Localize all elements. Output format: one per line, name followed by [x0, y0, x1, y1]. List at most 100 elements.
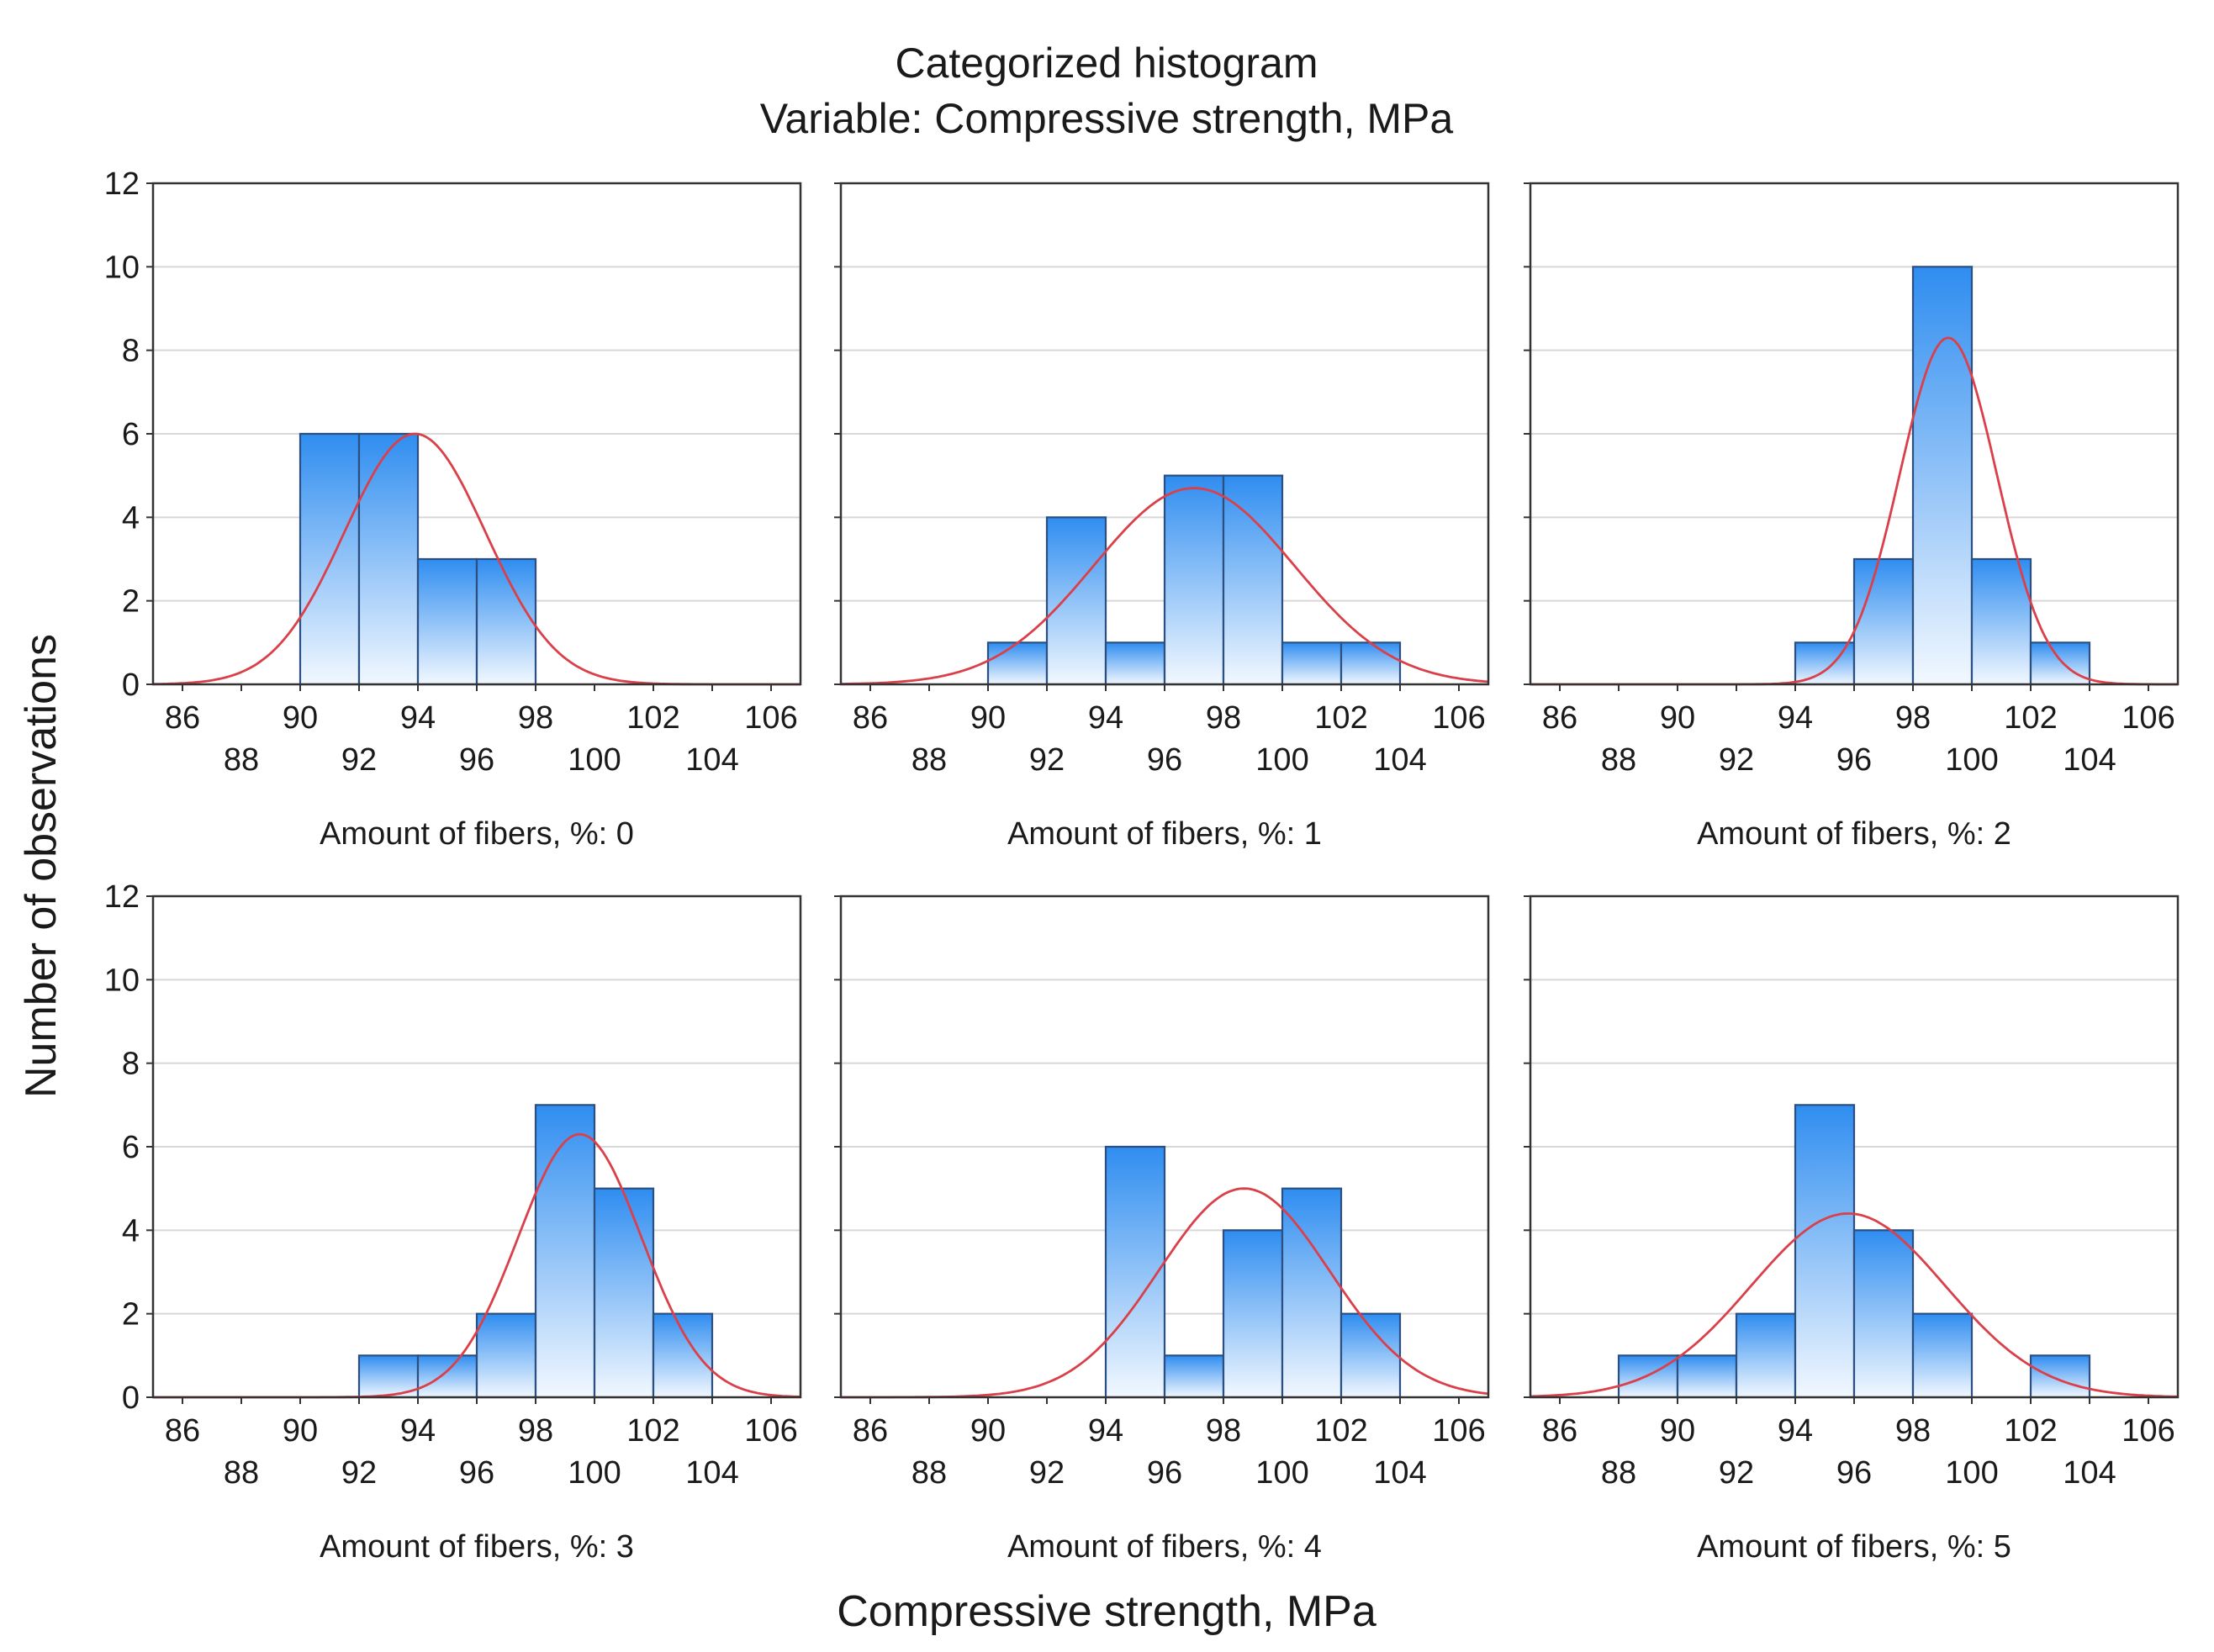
x-tick-label: 98 — [1895, 1413, 1931, 1449]
panel-5: 86 90 94 98 102 106 88 92 96 100 104 Amount of fibe… — [1524, 895, 2180, 1565]
histogram-bar — [1339, 641, 1402, 686]
x-tick-label: 92 — [1029, 1455, 1065, 1491]
histogram-bar — [652, 1312, 714, 1399]
x-tick-label: 88 — [911, 742, 947, 778]
x-tick-label: 96 — [459, 742, 494, 778]
y-axis-title: Number of observations — [17, 634, 66, 1098]
normal-fit-curve — [841, 487, 1489, 685]
histogram-bar — [357, 1354, 420, 1399]
histogram-bar — [1911, 266, 1974, 686]
x-tick-label: 90 — [970, 1413, 1006, 1449]
panel-3: 0 2 4 6 8 10 12 86 90 94 98 102 106 88 92 96 100 104 Amoun… — [104, 879, 802, 1565]
histogram-bar — [299, 432, 361, 686]
x-tick-label: 106 — [744, 700, 797, 736]
panel-label: Amount of fibers, %: 2 — [1697, 816, 2011, 852]
x-tick-label: 96 — [459, 1455, 494, 1491]
histogram-bar — [1911, 1312, 1974, 1399]
x-tick-label: 96 — [1836, 1455, 1872, 1491]
x-tick-label: 96 — [1147, 1455, 1182, 1491]
histogram-bar — [416, 557, 478, 686]
panel-label: Amount of fibers, %: 3 — [320, 1529, 634, 1565]
x-tick-label: 100 — [1255, 742, 1308, 778]
x-tick-label: 92 — [1719, 1455, 1754, 1491]
x-tick-label: 90 — [1660, 1413, 1695, 1449]
x-tick-label: 92 — [1719, 742, 1754, 778]
histogram-bar — [1104, 1145, 1166, 1399]
histogram-bar — [1163, 474, 1225, 686]
x-tick-label: 98 — [518, 1413, 553, 1449]
x-tick-label: 90 — [283, 700, 318, 736]
x-tick-label: 96 — [1836, 742, 1872, 778]
x-tick-label: 98 — [1206, 700, 1241, 736]
panel-4: 86 90 94 98 102 106 88 92 96 100 104 Amount of fibe… — [834, 895, 1490, 1565]
x-tick-label: 90 — [283, 1413, 318, 1449]
x-tick-label: 86 — [1542, 1413, 1577, 1449]
x-tick-label: 104 — [685, 1455, 738, 1491]
panel-label: Amount of fibers, %: 4 — [1007, 1529, 1322, 1565]
x-tick-label: 100 — [1945, 1455, 1998, 1491]
x-tick-label: 90 — [970, 700, 1006, 736]
chart-subtitle: Variable: Compressive strength, MPa — [760, 95, 1454, 142]
x-tick-label: 92 — [341, 742, 377, 778]
x-tick-label: 104 — [2063, 1455, 2116, 1491]
x-tick-label: 102 — [626, 1413, 679, 1449]
y-tick-label: 6 — [122, 417, 140, 452]
x-tick-label: 102 — [626, 700, 679, 736]
x-tick-label: 90 — [1660, 700, 1695, 736]
x-tick-label: 88 — [911, 1455, 947, 1491]
y-tick-label: 2 — [122, 584, 140, 620]
histogram-bar — [1794, 1104, 1856, 1399]
x-tick-label: 92 — [341, 1455, 377, 1491]
x-tick-label: 100 — [1255, 1455, 1308, 1491]
x-tick-label: 94 — [1088, 1413, 1123, 1449]
panel-label: Amount of fibers, %: 5 — [1697, 1529, 2011, 1565]
x-tick-label: 88 — [224, 1455, 259, 1491]
y-tick-label: 10 — [104, 963, 140, 998]
panel-label: Amount of fibers, %: 1 — [1007, 816, 1322, 852]
histogram-bar — [2029, 1354, 2091, 1399]
histogram-bar — [1163, 1354, 1225, 1399]
histogram-bar — [2029, 641, 2091, 686]
x-tick-label: 106 — [1432, 1413, 1485, 1449]
histogram-bar — [357, 432, 420, 686]
x-tick-label: 94 — [1778, 1413, 1813, 1449]
x-tick-label: 106 — [2122, 700, 2174, 736]
histogram-bar — [1045, 516, 1107, 686]
x-tick-label: 106 — [1432, 700, 1485, 736]
x-tick-label: 88 — [1601, 742, 1636, 778]
x-tick-label: 88 — [1601, 1455, 1636, 1491]
normal-fit-curve — [1530, 336, 2178, 686]
x-tick-label: 86 — [853, 1413, 888, 1449]
x-tick-label: 104 — [2063, 742, 2116, 778]
x-tick-label: 102 — [1314, 700, 1367, 736]
histogram-bar — [475, 1312, 537, 1399]
x-tick-label: 106 — [744, 1413, 797, 1449]
panel-2: 86 90 94 98 102 106 88 92 96 100 104 Amount of fibe… — [1524, 182, 2180, 852]
histogram-bar — [1852, 1229, 1915, 1399]
y-tick-label: 6 — [122, 1130, 140, 1165]
histogram-bar — [534, 1104, 596, 1399]
panel-1: 86 90 94 98 102 106 88 92 96 100 104 Amount of fibe… — [834, 182, 1490, 852]
y-tick-label: 12 — [104, 166, 140, 202]
x-tick-label: 86 — [853, 700, 888, 736]
x-tick-label: 94 — [400, 1413, 436, 1449]
histogram-bar — [416, 1354, 478, 1399]
x-tick-label: 100 — [1945, 742, 1998, 778]
histogram-bar — [1735, 1312, 1797, 1399]
x-tick-label: 86 — [165, 1413, 200, 1449]
histogram-bar — [1970, 557, 2032, 686]
x-tick-label: 100 — [568, 742, 621, 778]
x-tick-label: 104 — [685, 742, 738, 778]
panel-0: 0 2 4 6 8 10 12 86 90 94 98 102 106 88 92 96 100 104 Amoun… — [104, 166, 802, 852]
y-tick-label: 4 — [122, 500, 140, 536]
x-tick-label: 106 — [2122, 1413, 2174, 1449]
histogram-bar — [1281, 1187, 1343, 1399]
x-tick-label: 86 — [165, 700, 200, 736]
normal-fit-curve — [1530, 1212, 2179, 1398]
x-tick-label: 94 — [1088, 700, 1123, 736]
x-tick-label: 98 — [518, 700, 553, 736]
x-tick-label: 94 — [400, 700, 436, 736]
histogram-bar — [475, 557, 537, 686]
histogram-bar — [1281, 641, 1343, 686]
